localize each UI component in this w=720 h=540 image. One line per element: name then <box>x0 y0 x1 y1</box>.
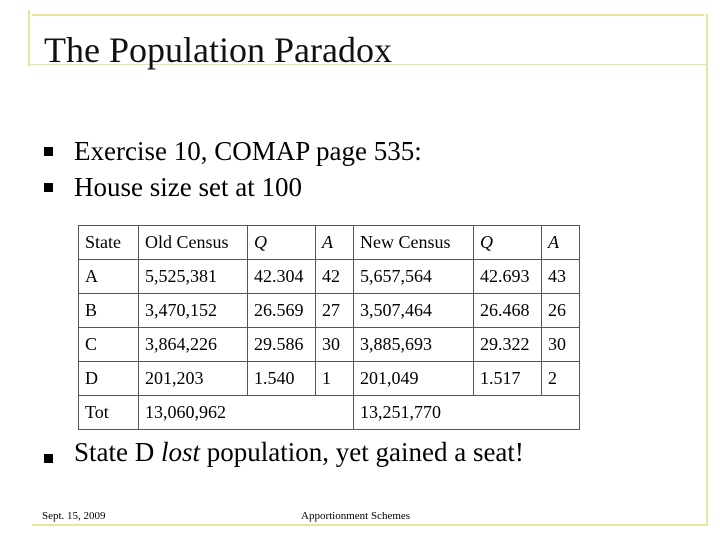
footer-topic: Apportionment Schemes <box>301 510 411 522</box>
cell-new-census: 5,657,564 <box>353 259 474 294</box>
bullet-square-icon <box>44 147 53 156</box>
cell-state: D <box>78 361 139 396</box>
cell-new-apportionment: 30 <box>541 327 580 362</box>
header-old-quota: Q <box>247 225 316 260</box>
cell-state: A <box>78 259 139 294</box>
cell-old-quota: 42.304 <box>247 259 316 294</box>
footer-date: Sept. 15, 2009 <box>42 510 106 522</box>
title-rule <box>30 64 706 65</box>
cell-new-census: 3,507,464 <box>353 293 474 328</box>
cell-old-quota: 1.540 <box>247 361 316 396</box>
cell-new-quota: 26.468 <box>473 293 542 328</box>
cell-new-apportionment: 26 <box>541 293 580 328</box>
table-row: A 5,525,381 42.304 42 5,657,564 42.693 4… <box>78 259 580 294</box>
bullet-square-icon <box>44 454 53 463</box>
slide-title: The Population Paradox <box>44 30 392 70</box>
cell-old-census: 3,470,152 <box>138 293 248 328</box>
header-new-census: New Census <box>353 225 474 260</box>
cell-new-quota: 42.693 <box>473 259 542 294</box>
bullet-house-size: House size set at 100 <box>74 172 302 202</box>
cell-old-apportionment: 30 <box>315 327 354 362</box>
table-row: C 3,864,226 29.586 30 3,885,693 29.322 3… <box>78 327 580 362</box>
cell-new-total: 13,251,770 <box>353 395 580 430</box>
table-header-row: State Old Census Q A New Census Q A <box>78 225 580 260</box>
cell-new-quota: 29.322 <box>473 327 542 362</box>
cell-old-total: 13,060,962 <box>138 395 354 430</box>
header-new-apportionment: A <box>541 225 580 260</box>
cell-old-apportionment: 27 <box>315 293 354 328</box>
frame-line-bottom <box>32 524 708 526</box>
table-row: D 201,203 1.540 1 201,049 1.517 2 <box>78 361 580 396</box>
header-state: State <box>78 225 139 260</box>
cell-old-quota: 26.569 <box>247 293 316 328</box>
conclusion-emphasis: lost <box>161 437 201 467</box>
census-table: State Old Census Q A New Census Q A A 5,… <box>78 225 580 430</box>
cell-old-census: 201,203 <box>138 361 248 396</box>
table-row: B 3,470,152 26.569 27 3,507,464 26.468 2… <box>78 293 580 328</box>
cell-state: C <box>78 327 139 362</box>
bullet-exercise: Exercise 10, COMAP page 535: <box>74 136 422 166</box>
table-total-row: Tot 13,060,962 13,251,770 <box>78 395 580 430</box>
cell-old-apportionment: 42 <box>315 259 354 294</box>
conclusion-after: population, yet gained a seat! <box>200 437 524 467</box>
cell-new-census: 3,885,693 <box>353 327 474 362</box>
cell-old-quota: 29.586 <box>247 327 316 362</box>
frame-line-top <box>32 14 704 16</box>
cell-state: B <box>78 293 139 328</box>
cell-old-census: 3,864,226 <box>138 327 248 362</box>
header-old-apportionment: A <box>315 225 354 260</box>
frame-line-left <box>28 10 30 66</box>
cell-old-apportionment: 1 <box>315 361 354 396</box>
header-new-quota: Q <box>473 225 542 260</box>
cell-new-apportionment: 43 <box>541 259 580 294</box>
cell-new-apportionment: 2 <box>541 361 580 396</box>
frame-line-right <box>706 14 708 526</box>
bullet-conclusion: State D lost population, yet gained a se… <box>74 436 524 468</box>
cell-old-census: 5,525,381 <box>138 259 248 294</box>
cell-new-quota: 1.517 <box>473 361 542 396</box>
conclusion-before: State D <box>74 437 161 467</box>
header-old-census: Old Census <box>138 225 248 260</box>
cell-total-label: Tot <box>78 395 139 430</box>
bullet-square-icon <box>44 183 53 192</box>
cell-new-census: 201,049 <box>353 361 474 396</box>
